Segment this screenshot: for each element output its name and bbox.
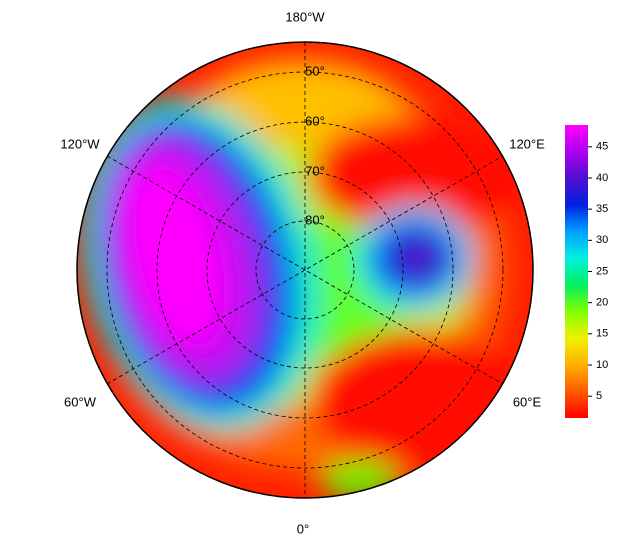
longitude-label: 180°W xyxy=(285,9,325,24)
latitude-label: 60° xyxy=(305,113,325,128)
map-border xyxy=(76,41,534,499)
colorbar-tick-label: 40 xyxy=(596,172,608,184)
longitude-label: 60°W xyxy=(64,394,97,409)
field xyxy=(77,42,533,498)
longitude-label: 120°E xyxy=(509,136,545,151)
colorbar-tick-label: 45 xyxy=(596,141,608,153)
colorbar-tick-label: 10 xyxy=(596,359,608,371)
colorbar-ramp xyxy=(565,125,588,418)
latitude-label: 70° xyxy=(305,163,325,178)
colorbar-tick-label: 25 xyxy=(596,265,608,277)
longitude-label: 60°E xyxy=(513,394,542,409)
colorbar-tick-label: 35 xyxy=(596,203,608,215)
latitude-label: 80° xyxy=(305,212,325,227)
latitude-label: 50° xyxy=(305,63,325,78)
longitude-label: 0° xyxy=(297,521,309,536)
colorbar-tick-label: 15 xyxy=(596,328,608,340)
longitude-label: 120°W xyxy=(60,136,100,151)
colorbar-tick-label: 30 xyxy=(596,234,608,246)
colorbar-tick-label: 20 xyxy=(596,297,608,309)
colorbar: 5 10 15 20 25 30 35 40 45 xyxy=(565,125,608,418)
colorbar-tick-label: 5 xyxy=(596,390,602,402)
graticule xyxy=(106,42,504,498)
